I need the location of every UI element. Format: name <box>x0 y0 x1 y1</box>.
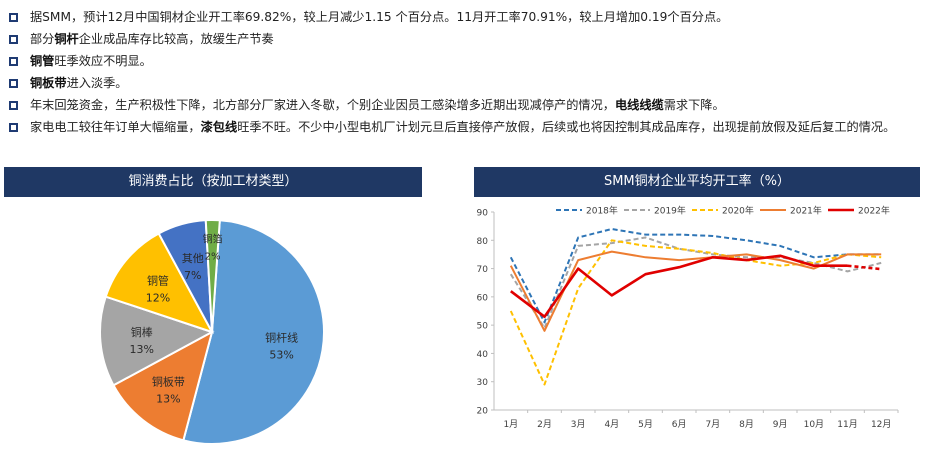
x-tick-label: 1月 <box>503 419 518 430</box>
bullet-text: 据SMM，预计12月中国铜材企业开工率69.82%，较上月减少1.15 个百分点… <box>30 10 729 24</box>
x-tick-label: 5月 <box>638 419 653 430</box>
bullet-item: 据SMM，预计12月中国铜材企业开工率69.82%，较上月减少1.15 个百分点… <box>8 6 923 28</box>
pie-slice-label: 铜板带 <box>152 374 185 388</box>
legend-label: 2019年 <box>654 205 686 217</box>
bullet-item: 部分铜杆企业成品库存比较高，放缓生产节奏 <box>8 28 923 50</box>
pie-chart-title: 铜消费占比（按加工材类型） <box>4 167 422 197</box>
bullet-text: 旺季效应不明显。 <box>54 54 152 68</box>
pie-slice-2 <box>99 295 215 387</box>
bullet-square-icon <box>9 35 18 44</box>
series-forecast-segment <box>847 264 882 271</box>
pie-slice-value: 7% <box>184 269 201 282</box>
series-line-0 <box>509 228 882 324</box>
pie-slice-label: 铜棒 <box>131 325 153 339</box>
x-tick-label: 9月 <box>773 419 788 430</box>
legend-label: 2022年 <box>858 205 890 217</box>
x-tick-label: 12月 <box>871 419 891 430</box>
pie-slice-label: 铜杆线 <box>265 331 298 345</box>
bullet-emphasis: 铜杆 <box>54 32 79 46</box>
commentary-bullets: 据SMM，预计12月中国铜材企业开工率69.82%，较上月减少1.15 个百分点… <box>8 6 923 138</box>
bullet-square-icon <box>9 13 18 22</box>
pie-slice-value: 13% <box>156 392 180 405</box>
bullet-emphasis: 铜板带 <box>30 76 67 90</box>
x-tick-label: 10月 <box>804 419 824 430</box>
y-tick-label: 80 <box>477 237 489 247</box>
bullet-item: 铜管旺季效应不明显。 <box>8 50 923 72</box>
y-tick-label: 40 <box>477 350 489 360</box>
bullet-text: 旺季不旺。不少中小型电机厂计划元旦后直接停产放假，后续或也将因控制其成品库存，出… <box>237 120 896 134</box>
bullet-emphasis: 漆包线 <box>200 120 238 134</box>
legend-label: 2020年 <box>722 205 754 217</box>
bullet-text: 企业成品库存比较高，放缓生产节奏 <box>78 32 274 46</box>
bullet-square-icon <box>9 57 18 66</box>
x-tick-label: 11月 <box>837 419 857 430</box>
y-tick-label: 30 <box>477 378 489 388</box>
pie-slice-label: 铜管 <box>147 274 169 288</box>
x-tick-label: 8月 <box>739 419 754 430</box>
y-tick-label: 70 <box>477 265 489 275</box>
pie-slice-3 <box>104 232 215 334</box>
x-tick-label: 6月 <box>672 419 687 430</box>
bullet-square-icon <box>9 101 18 110</box>
series-line-2 <box>509 239 882 386</box>
pie-slice-value: 2% <box>205 252 221 263</box>
y-tick-label: 50 <box>477 322 489 332</box>
line-chart-title: SMM铜材企业平均开工率（%） <box>474 167 920 197</box>
y-tick-label: 90 <box>477 209 489 219</box>
bullet-text: 年末回笼资金，生产积极性下降，北方部分厂家进入冬歇，个别企业因员工感染增多近期出… <box>30 98 615 112</box>
pie-slice-1 <box>112 330 214 442</box>
y-tick-label: 60 <box>477 293 489 303</box>
pie-slice-0 <box>182 219 325 445</box>
pie-slice-value: 12% <box>146 292 170 305</box>
legend-label: 2021年 <box>790 205 822 217</box>
pie-slice-label: 其他 <box>182 252 204 265</box>
pie-slice-label: 铜箔 <box>203 233 223 246</box>
series-line-4 <box>510 254 848 318</box>
pie-slice-value: 13% <box>129 343 153 356</box>
bullet-emphasis: 电线线缆 <box>615 98 664 112</box>
pie-slice-5 <box>204 218 221 333</box>
bullet-item: 年末回笼资金，生产积极性下降，北方部分厂家进入冬歇，个别企业因员工感染增多近期出… <box>8 94 923 116</box>
bullet-text: 家电电工较往年订单大幅缩量， <box>30 120 201 134</box>
bullet-item: 铜板带进入淡季。 <box>8 72 923 94</box>
x-tick-label: 7月 <box>705 419 720 430</box>
bullet-square-icon <box>9 123 18 132</box>
legend-label: 2018年 <box>586 205 618 217</box>
bullet-text: 部分 <box>30 32 55 46</box>
bullet-square-icon <box>9 79 18 88</box>
x-tick-label: 3月 <box>571 419 586 430</box>
x-tick-label: 2月 <box>537 419 552 430</box>
bullet-item: 家电电工较往年订单大幅缩量，漆包线旺季不旺。不少中小型电机厂计划元旦后直接停产放… <box>8 116 923 138</box>
bullet-text: 需求下降。 <box>663 98 725 112</box>
pie-slice-value: 53% <box>269 349 293 362</box>
series-line-1 <box>509 236 882 329</box>
bullet-text: 进入淡季。 <box>66 76 128 90</box>
operating-rate-line-chart: 20 30 40 50 60 70 80 90 1月 2月 3月 4月 5月 6月 7月 8月 9月 10月 11月… <box>477 205 899 430</box>
copper-consumption-pie-chart: 铜杆线 53% 铜板带 13% 铜棒 13% 铜管 12% 其他 7% 铜箔 2% <box>99 218 325 445</box>
y-tick-label: 20 <box>477 407 489 417</box>
x-tick-label: 4月 <box>604 419 619 430</box>
bullet-emphasis: 铜管 <box>30 54 55 68</box>
